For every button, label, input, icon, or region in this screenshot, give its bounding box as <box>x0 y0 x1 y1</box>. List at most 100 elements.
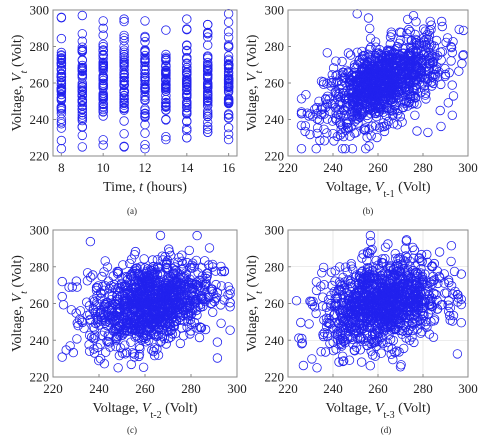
data-point <box>340 314 350 325</box>
data-point <box>98 95 108 105</box>
data-point <box>111 323 122 334</box>
data-point <box>349 345 360 355</box>
data-point <box>316 76 327 87</box>
data-point <box>429 314 440 324</box>
data-point <box>56 12 67 22</box>
y-axis-label: Voltage, Vt (Volt) <box>245 34 265 131</box>
data-point <box>71 308 81 318</box>
x-axis-label: Voltage, Vt-3 (Volt) <box>325 401 430 421</box>
data-point <box>394 289 405 299</box>
data-point <box>88 305 99 316</box>
data-point <box>88 295 99 305</box>
data-point <box>126 271 137 282</box>
data-point <box>126 337 136 347</box>
data-point <box>120 349 131 359</box>
data-point <box>369 97 380 108</box>
data-point <box>176 323 187 333</box>
data-point <box>139 254 149 264</box>
data-point <box>388 312 399 323</box>
data-point <box>344 88 354 99</box>
data-point <box>384 292 394 303</box>
data-point <box>402 253 412 263</box>
data-point <box>119 72 129 83</box>
data-point <box>84 346 95 357</box>
data-point <box>422 257 433 268</box>
data-point <box>182 257 192 268</box>
data-point <box>223 122 234 133</box>
data-point <box>132 263 142 273</box>
data-point <box>337 56 347 67</box>
data-point <box>84 330 95 341</box>
data-point <box>215 300 226 310</box>
data-point <box>100 256 110 266</box>
data-point <box>165 332 176 342</box>
data-point <box>157 331 168 341</box>
data-point <box>372 132 382 143</box>
data-point <box>202 106 213 116</box>
data-point <box>104 283 115 294</box>
data-point <box>140 32 150 43</box>
data-point <box>98 16 108 26</box>
data-point <box>431 289 441 300</box>
data-point <box>223 8 234 19</box>
data-point <box>204 243 215 253</box>
y-tick-label: 220 <box>30 149 50 164</box>
data-point <box>339 105 349 116</box>
data-point <box>372 279 383 290</box>
data-point <box>225 302 235 312</box>
panel-label: (c) <box>127 425 137 435</box>
data-point <box>157 292 167 303</box>
data-point <box>356 357 367 367</box>
data-point <box>416 314 426 324</box>
data-point <box>427 301 438 312</box>
data-point <box>424 35 434 45</box>
data-point <box>312 102 322 113</box>
scatter-points <box>291 230 467 373</box>
data-point <box>390 347 400 358</box>
data-point <box>393 321 403 331</box>
data-point <box>165 319 176 329</box>
data-point <box>223 109 234 119</box>
data-point <box>399 55 410 65</box>
data-point <box>365 23 375 34</box>
data-point <box>384 59 394 70</box>
data-point <box>402 101 413 111</box>
data-point <box>340 143 351 154</box>
data-point <box>196 322 206 333</box>
data-point <box>334 357 344 367</box>
data-point <box>352 9 362 19</box>
data-point <box>418 24 429 34</box>
data-point <box>134 301 144 311</box>
data-point <box>223 42 234 52</box>
data-point <box>140 94 150 105</box>
data-point <box>429 316 439 326</box>
data-point <box>136 311 146 321</box>
data-point <box>171 280 181 290</box>
data-point <box>446 42 457 53</box>
data-point <box>396 63 407 74</box>
data-point <box>202 62 213 73</box>
data-point <box>300 126 310 137</box>
data-point <box>325 106 335 117</box>
data-point <box>124 258 135 269</box>
data-point <box>377 121 387 132</box>
data-point <box>202 78 213 89</box>
data-point <box>77 122 88 132</box>
data-point <box>77 104 88 114</box>
data-point <box>355 309 366 319</box>
y-tick-label: 300 <box>30 223 50 238</box>
data-point <box>202 117 213 128</box>
data-point <box>446 240 457 251</box>
data-point <box>77 62 88 73</box>
data-point <box>377 297 388 307</box>
data-point <box>56 86 67 96</box>
data-point <box>64 282 74 292</box>
data-point <box>101 299 111 310</box>
data-point <box>353 118 363 128</box>
data-point <box>207 307 218 318</box>
data-point <box>98 80 108 91</box>
data-point <box>349 60 360 70</box>
data-point <box>349 62 360 73</box>
data-point <box>401 86 411 96</box>
data-point <box>424 296 434 307</box>
